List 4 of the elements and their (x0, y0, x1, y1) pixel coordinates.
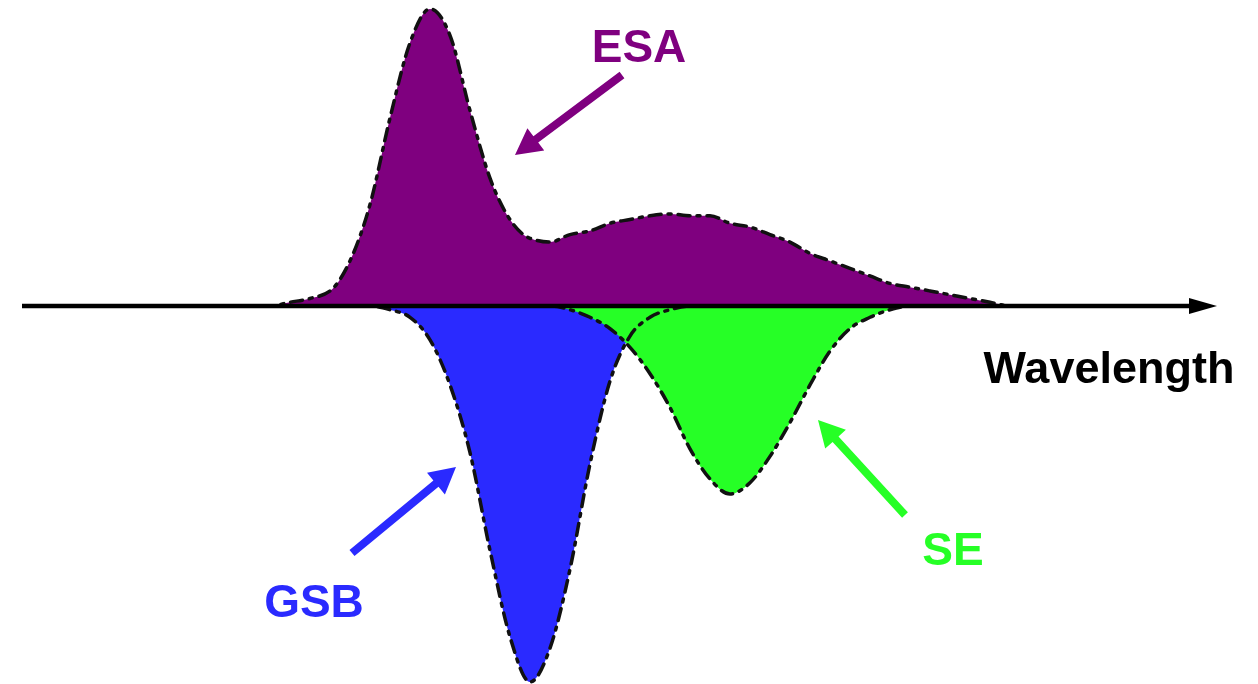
x-axis-title: Wavelength (983, 342, 1235, 393)
text: SE (922, 523, 984, 575)
legend-label: GSB (264, 575, 364, 627)
text: ESA (591, 20, 687, 72)
